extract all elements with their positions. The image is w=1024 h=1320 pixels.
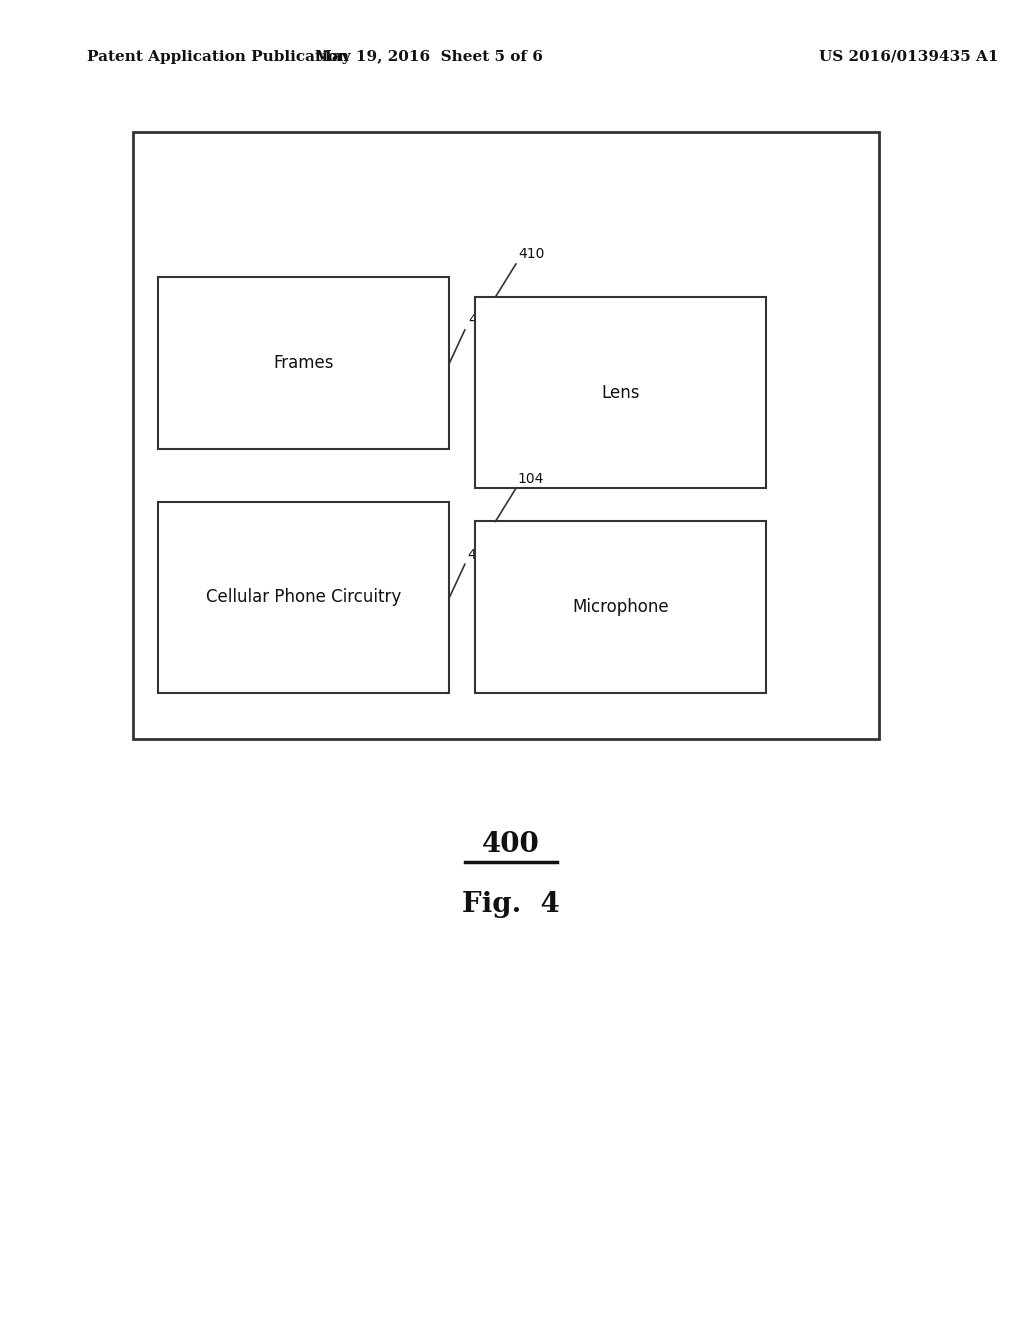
Text: 410: 410 [518, 247, 545, 261]
FancyBboxPatch shape [475, 297, 766, 488]
Text: 408: 408 [468, 313, 495, 327]
Text: Lens: Lens [601, 384, 640, 401]
Text: 402: 402 [467, 548, 494, 562]
FancyBboxPatch shape [475, 521, 766, 693]
Text: Cellular Phone Circuitry: Cellular Phone Circuitry [206, 589, 401, 606]
Text: 104: 104 [518, 471, 545, 486]
Text: 400: 400 [482, 832, 540, 858]
FancyBboxPatch shape [133, 132, 879, 739]
Text: Patent Application Publication: Patent Application Publication [87, 50, 349, 63]
Text: Fig.  4: Fig. 4 [462, 891, 560, 917]
Text: Microphone: Microphone [572, 598, 669, 616]
FancyBboxPatch shape [159, 277, 450, 449]
Text: US 2016/0139435 A1: US 2016/0139435 A1 [819, 50, 999, 63]
Text: Frames: Frames [273, 354, 334, 372]
FancyBboxPatch shape [159, 502, 450, 693]
Text: May 19, 2016  Sheet 5 of 6: May 19, 2016 Sheet 5 of 6 [315, 50, 543, 63]
